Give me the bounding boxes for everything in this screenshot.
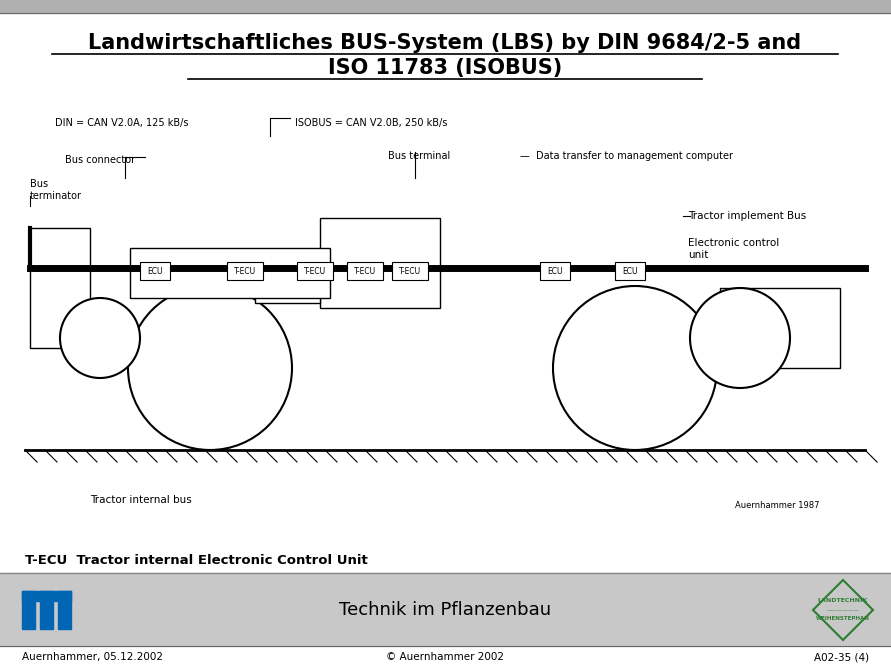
Circle shape (128, 286, 292, 450)
Bar (347, 262, 383, 280)
Bar (130, 248, 330, 298)
Bar (392, 262, 428, 280)
Text: Auernhammer 1987: Auernhammer 1987 (735, 500, 820, 510)
Text: ECU: ECU (622, 267, 638, 275)
Bar (22, 591, 71, 601)
Text: A02-35 (4): A02-35 (4) (813, 652, 869, 662)
Text: —  Data transfer to management computer: — Data transfer to management computer (520, 151, 733, 161)
Bar (0, 573, 891, 646)
Text: Technik im Pflanzenbau: Technik im Pflanzenbau (339, 601, 551, 619)
Circle shape (690, 288, 790, 388)
Bar (58, 591, 71, 629)
Bar (20, 113, 875, 513)
Bar (140, 262, 170, 280)
Text: Tractor implement Bus: Tractor implement Bus (688, 211, 806, 221)
Bar (540, 262, 570, 280)
Bar (320, 218, 440, 308)
Text: T-ECU: T-ECU (354, 267, 376, 275)
Bar (22, 591, 35, 629)
Bar (255, 258, 320, 303)
Bar (227, 262, 263, 280)
Bar (40, 591, 53, 629)
Text: LANDTECHNIK: LANDTECHNIK (818, 599, 868, 603)
Text: Landwirtschaftliches BUS-System (LBS) by DIN 9684/2-5 and: Landwirtschaftliches BUS-System (LBS) by… (88, 33, 802, 53)
Text: Bus terminal: Bus terminal (388, 151, 450, 161)
Text: WEIHENSTEPHAN: WEIHENSTEPHAN (816, 617, 870, 621)
Bar (615, 262, 645, 280)
Text: T-ECU: T-ECU (304, 267, 326, 275)
Text: Auernhammer, 05.12.2002: Auernhammer, 05.12.2002 (22, 652, 163, 662)
Text: DIN = CAN V2.0A, 125 kB/s: DIN = CAN V2.0A, 125 kB/s (55, 118, 189, 128)
Text: T-ECU: T-ECU (234, 267, 256, 275)
Text: Bus
terminator: Bus terminator (30, 179, 82, 201)
Text: ECU: ECU (547, 267, 563, 275)
Bar (297, 262, 333, 280)
Text: © Auernhammer 2002: © Auernhammer 2002 (386, 652, 504, 662)
Text: Bus connector: Bus connector (65, 155, 135, 165)
Circle shape (60, 298, 140, 378)
Text: Electronic control: Electronic control (688, 238, 780, 248)
Bar (30, 228, 90, 348)
Text: ISO 11783 (ISOBUS): ISO 11783 (ISOBUS) (328, 58, 562, 78)
Text: T-ECU  Tractor internal Electronic Control Unit: T-ECU Tractor internal Electronic Contro… (25, 554, 368, 566)
Bar (720, 288, 840, 368)
Circle shape (553, 286, 717, 450)
Text: ——————: —————— (827, 609, 860, 613)
Text: unit: unit (688, 250, 708, 260)
Text: Tractor internal bus: Tractor internal bus (90, 495, 192, 505)
Text: ECU: ECU (147, 267, 163, 275)
Bar (0, 0, 891, 13)
Text: ISOBUS = CAN V2.0B, 250 kB/s: ISOBUS = CAN V2.0B, 250 kB/s (295, 118, 447, 128)
Text: T-ECU: T-ECU (399, 267, 421, 275)
